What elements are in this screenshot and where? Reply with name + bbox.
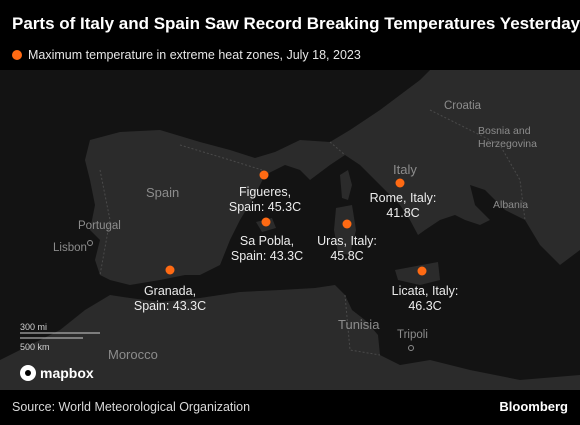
tripoli-capital-icon [408, 345, 414, 351]
city-temp: 45.8C [330, 249, 364, 263]
portugal-spain-border [99, 169, 111, 276]
city-name: Rome, Italy: [369, 191, 437, 205]
label-tunisia: Tunisia [338, 317, 380, 332]
balkans-borders [429, 109, 526, 221]
city-temp: Spain: 43.3C [133, 299, 207, 313]
city-temp: 41.8C [386, 206, 420, 220]
city-label-uras: Uras, Italy: 45.8C [302, 234, 392, 264]
north-africa-land [0, 285, 580, 390]
marker-uras[interactable] [342, 219, 352, 229]
label-morocco: Morocco [108, 347, 158, 362]
france-italy-border [329, 141, 346, 156]
city-label-granada: Granada, Spain: 43.3C [125, 284, 215, 314]
city-temp: Spain: 43.3C [230, 249, 304, 263]
map[interactable]: Spain Portugal Lisbon Morocco Tunisia Tr… [0, 70, 580, 390]
scale-label-km: 500 km [20, 342, 50, 352]
marker-rome[interactable] [395, 178, 405, 188]
legend-marker-icon [12, 50, 22, 60]
europe-land [85, 70, 580, 285]
mapbox-label: mapbox [40, 365, 94, 381]
label-croatia: Croatia [444, 100, 482, 112]
corsica-land [340, 170, 352, 200]
city-label-rome: Rome, Italy: 41.8C [358, 191, 448, 221]
label-spain: Spain [146, 185, 180, 200]
spain-france-border [179, 144, 263, 171]
scale-label-mi: 300 mi [20, 322, 48, 332]
basemap [0, 70, 580, 390]
mapbox-attribution[interactable]: mapbox [20, 365, 94, 381]
city-temp: 46.3C [408, 299, 442, 313]
legend: Maximum temperature in extreme heat zone… [12, 48, 361, 62]
city-label-licata: Licata, Italy: 46.3C [380, 284, 470, 314]
marker-figueres[interactable] [259, 170, 269, 180]
lisbon-capital-icon [87, 240, 93, 246]
source-note: Source: World Meteorological Organizatio… [12, 400, 251, 414]
chart-title: Parts of Italy and Spain Saw Record Brea… [12, 14, 580, 33]
marker-licata[interactable] [417, 266, 427, 276]
city-name: Uras, Italy: [317, 234, 377, 248]
city-label-sa-pobla: Sa Pobla, Spain: 43.3C [222, 234, 312, 264]
city-label-figueres: Figueres, Spain: 45.3C [220, 185, 310, 215]
label-tripoli: Tripoli [397, 329, 428, 341]
city-name: Licata, Italy: [391, 284, 459, 298]
label-portugal: Portugal [78, 220, 121, 232]
mapbox-logo-icon [20, 365, 36, 381]
city-name: Sa Pobla, [239, 234, 295, 248]
brand-logo: Bloomberg [499, 399, 568, 414]
marker-granada[interactable] [165, 265, 175, 275]
city-name: Figueres, [238, 185, 292, 199]
label-bosnia: Bosnia and Herzegovina [478, 125, 537, 150]
sardinia-land [334, 205, 356, 255]
city-temp: Spain: 45.3C [228, 200, 302, 214]
label-italy: Italy [393, 162, 417, 177]
label-lisbon: Lisbon [53, 242, 87, 254]
label-albania: Albania [493, 199, 529, 211]
city-name: Granada, [143, 284, 197, 298]
marker-sa-pobla[interactable] [261, 217, 271, 227]
legend-label: Maximum temperature in extreme heat zone… [28, 48, 361, 62]
